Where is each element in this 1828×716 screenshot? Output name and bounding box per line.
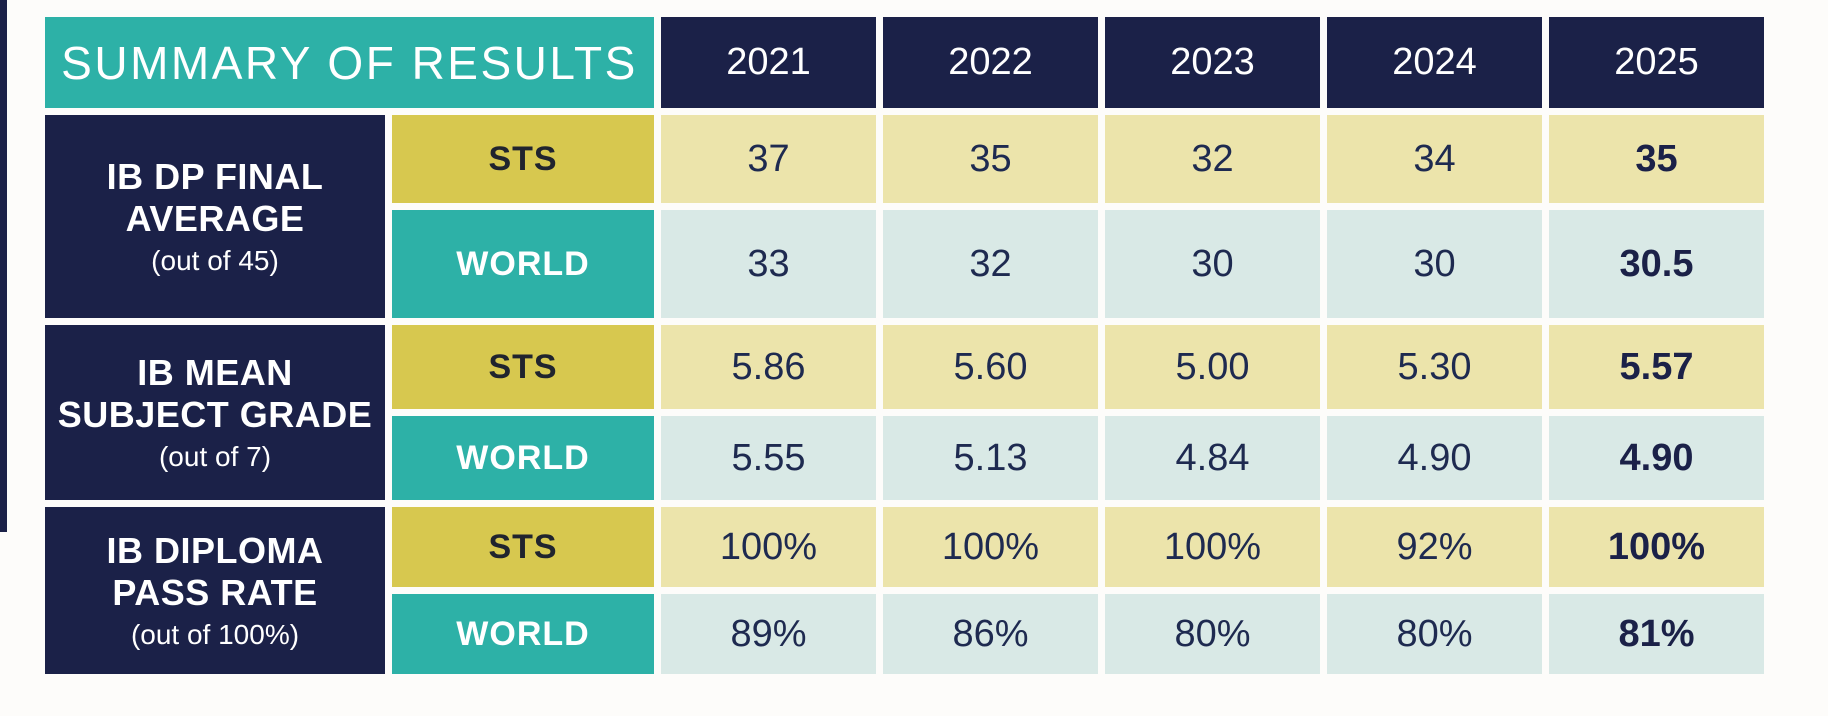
scope-label-world: WORLD — [392, 594, 654, 674]
data-cell-pass-rate-world-2022: 86% — [883, 594, 1098, 674]
page-edge-strip — [0, 0, 7, 532]
data-cell-final-avg-sts-2025: 35 — [1549, 115, 1764, 203]
metric-label-note: (out of 100%) — [130, 618, 300, 650]
metric-label-ib-dp-final-average: IB DP FINAL AVERAGE (out of 45) — [45, 115, 385, 318]
metric-label-line2: AVERAGE — [125, 198, 305, 240]
metric-label-ib-mean-subject-grade: IB MEAN SUBJECT GRADE (out of 7) — [45, 325, 385, 500]
data-cell-mean-grade-sts-2021: 5.86 — [661, 325, 876, 409]
data-cell-mean-grade-sts-2024: 5.30 — [1327, 325, 1542, 409]
metric-label-line2: PASS RATE — [112, 572, 318, 614]
data-cell-pass-rate-world-2023: 80% — [1105, 594, 1320, 674]
metric-label-line1: IB MEAN — [137, 352, 293, 394]
data-cell-final-avg-sts-2022: 35 — [883, 115, 1098, 203]
scope-label-sts: STS — [392, 325, 654, 409]
data-cell-pass-rate-world-2025: 81% — [1549, 594, 1764, 674]
data-cell-final-avg-world-2023: 30 — [1105, 210, 1320, 318]
year-header-2025: 2025 — [1549, 17, 1764, 108]
data-cell-pass-rate-sts-2023: 100% — [1105, 507, 1320, 587]
data-cell-mean-grade-world-2022: 5.13 — [883, 416, 1098, 500]
year-header-2024: 2024 — [1327, 17, 1542, 108]
year-header-2021: 2021 — [661, 17, 876, 108]
data-cell-pass-rate-world-2021: 89% — [661, 594, 876, 674]
data-cell-mean-grade-world-2021: 5.55 — [661, 416, 876, 500]
year-header-2023: 2023 — [1105, 17, 1320, 108]
data-cell-final-avg-world-2022: 32 — [883, 210, 1098, 318]
data-cell-pass-rate-world-2024: 80% — [1327, 594, 1542, 674]
data-cell-mean-grade-world-2024: 4.90 — [1327, 416, 1542, 500]
data-cell-pass-rate-sts-2025: 100% — [1549, 507, 1764, 587]
data-cell-pass-rate-sts-2021: 100% — [661, 507, 876, 587]
metric-label-line1: IB DIPLOMA — [106, 530, 324, 572]
data-cell-final-avg-sts-2024: 34 — [1327, 115, 1542, 203]
data-cell-final-avg-sts-2021: 37 — [661, 115, 876, 203]
data-cell-mean-grade-world-2025: 4.90 — [1549, 416, 1764, 500]
data-cell-pass-rate-sts-2024: 92% — [1327, 507, 1542, 587]
metric-label-note: (out of 7) — [158, 440, 272, 472]
metric-label-ib-diploma-pass-rate: IB DIPLOMA PASS RATE (out of 100%) — [45, 507, 385, 674]
data-cell-final-avg-world-2024: 30 — [1327, 210, 1542, 318]
data-cell-mean-grade-sts-2022: 5.60 — [883, 325, 1098, 409]
scope-label-sts: STS — [392, 115, 654, 203]
data-cell-final-avg-world-2025: 30.5 — [1549, 210, 1764, 318]
metric-label-line2: SUBJECT GRADE — [57, 394, 373, 436]
data-cell-pass-rate-sts-2022: 100% — [883, 507, 1098, 587]
metric-label-line1: IB DP FINAL — [106, 156, 324, 198]
data-cell-mean-grade-sts-2025: 5.57 — [1549, 325, 1764, 409]
scope-label-sts: STS — [392, 507, 654, 587]
summary-results-table: SUMMARY OF RESULTS 2021 2022 2023 2024 2… — [45, 17, 1764, 674]
table-title: SUMMARY OF RESULTS — [45, 17, 654, 108]
year-header-2022: 2022 — [883, 17, 1098, 108]
metric-label-note: (out of 45) — [151, 244, 279, 276]
scope-label-world: WORLD — [392, 210, 654, 318]
data-cell-mean-grade-sts-2023: 5.00 — [1105, 325, 1320, 409]
data-cell-mean-grade-world-2023: 4.84 — [1105, 416, 1320, 500]
scope-label-world: WORLD — [392, 416, 654, 500]
data-cell-final-avg-world-2021: 33 — [661, 210, 876, 318]
data-cell-final-avg-sts-2023: 32 — [1105, 115, 1320, 203]
